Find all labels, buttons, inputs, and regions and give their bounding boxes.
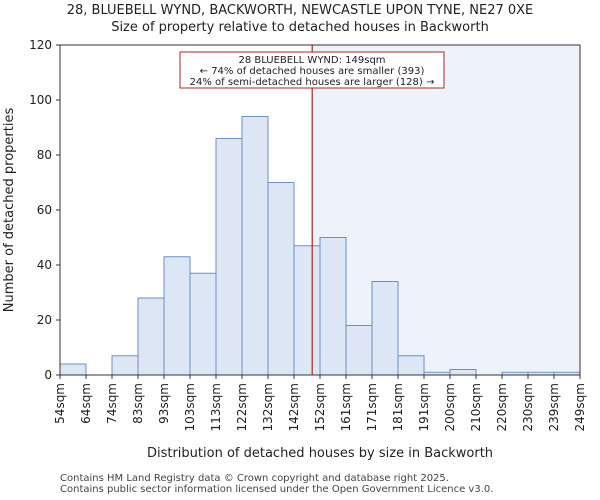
y-tick-label: 80 xyxy=(37,148,52,162)
x-axis-label: Distribution of detached houses by size … xyxy=(147,446,493,461)
chart-title: 28, BLUEBELL WYND, BACKWORTH, NEWCASTLE … xyxy=(66,3,534,18)
footer-licence: Contains public sector information licen… xyxy=(60,484,494,495)
histogram-bar xyxy=(163,256,191,376)
histogram-bar xyxy=(267,182,295,376)
x-tick-label: 83sqm xyxy=(131,383,145,424)
larger-region-shade xyxy=(312,45,580,375)
histogram-bar xyxy=(189,272,217,376)
x-tick-label: 239sqm xyxy=(547,383,561,431)
x-tick-label: 113sqm xyxy=(209,383,223,431)
x-tick-label: 210sqm xyxy=(469,383,483,431)
histogram-bar xyxy=(111,355,139,376)
y-tick-label: 20 xyxy=(37,313,52,327)
x-tick-label: 152sqm xyxy=(313,383,327,431)
footer-copyright: Contains HM Land Registry data © Crown c… xyxy=(60,473,449,484)
y-tick-label: 40 xyxy=(37,258,52,272)
x-tick-label: 181sqm xyxy=(391,383,405,431)
x-tick-label: 122sqm xyxy=(235,383,249,431)
x-tick-label: 103sqm xyxy=(183,383,197,431)
annotation-line: ← 74% of detached houses are smaller (39… xyxy=(200,66,425,77)
y-tick-label: 120 xyxy=(29,38,52,52)
x-tick-label: 64sqm xyxy=(79,383,93,424)
x-tick-label: 249sqm xyxy=(573,383,587,431)
x-tick-label: 161sqm xyxy=(339,383,353,431)
histogram-bar xyxy=(371,281,399,376)
x-tick-label: 220sqm xyxy=(495,383,509,431)
histogram-bar xyxy=(293,245,321,376)
x-tick-label: 93sqm xyxy=(157,383,171,424)
histogram-bar xyxy=(241,116,269,376)
x-tick-label: 132sqm xyxy=(261,383,275,431)
x-tick-label: 171sqm xyxy=(365,383,379,431)
histogram-bar xyxy=(215,138,243,376)
x-tick-label: 74sqm xyxy=(105,383,119,424)
y-tick-label: 0 xyxy=(44,368,52,382)
annotation-line: 28 BLUEBELL WYND: 149sqm xyxy=(238,55,385,66)
x-tick-label: 230sqm xyxy=(521,383,535,431)
x-tick-label: 142sqm xyxy=(287,383,301,431)
histogram-bar xyxy=(449,369,477,376)
y-axis-label: Number of detached properties xyxy=(2,108,17,313)
annotation-box xyxy=(179,51,445,89)
histogram-bar xyxy=(59,363,87,376)
x-tick-label: 200sqm xyxy=(443,383,457,431)
x-tick-label: 54sqm xyxy=(53,383,67,424)
histogram-bar xyxy=(345,325,373,376)
chart-subtitle: Size of property relative to detached ho… xyxy=(111,20,489,35)
histogram-bar xyxy=(319,237,347,376)
x-tick-label: 191sqm xyxy=(417,383,431,431)
histogram-bar xyxy=(137,297,165,376)
y-tick-label: 100 xyxy=(29,93,52,107)
histogram-bar xyxy=(397,355,425,376)
annotation-line: 24% of semi-detached houses are larger (… xyxy=(190,77,435,88)
y-tick-label: 60 xyxy=(37,203,52,217)
